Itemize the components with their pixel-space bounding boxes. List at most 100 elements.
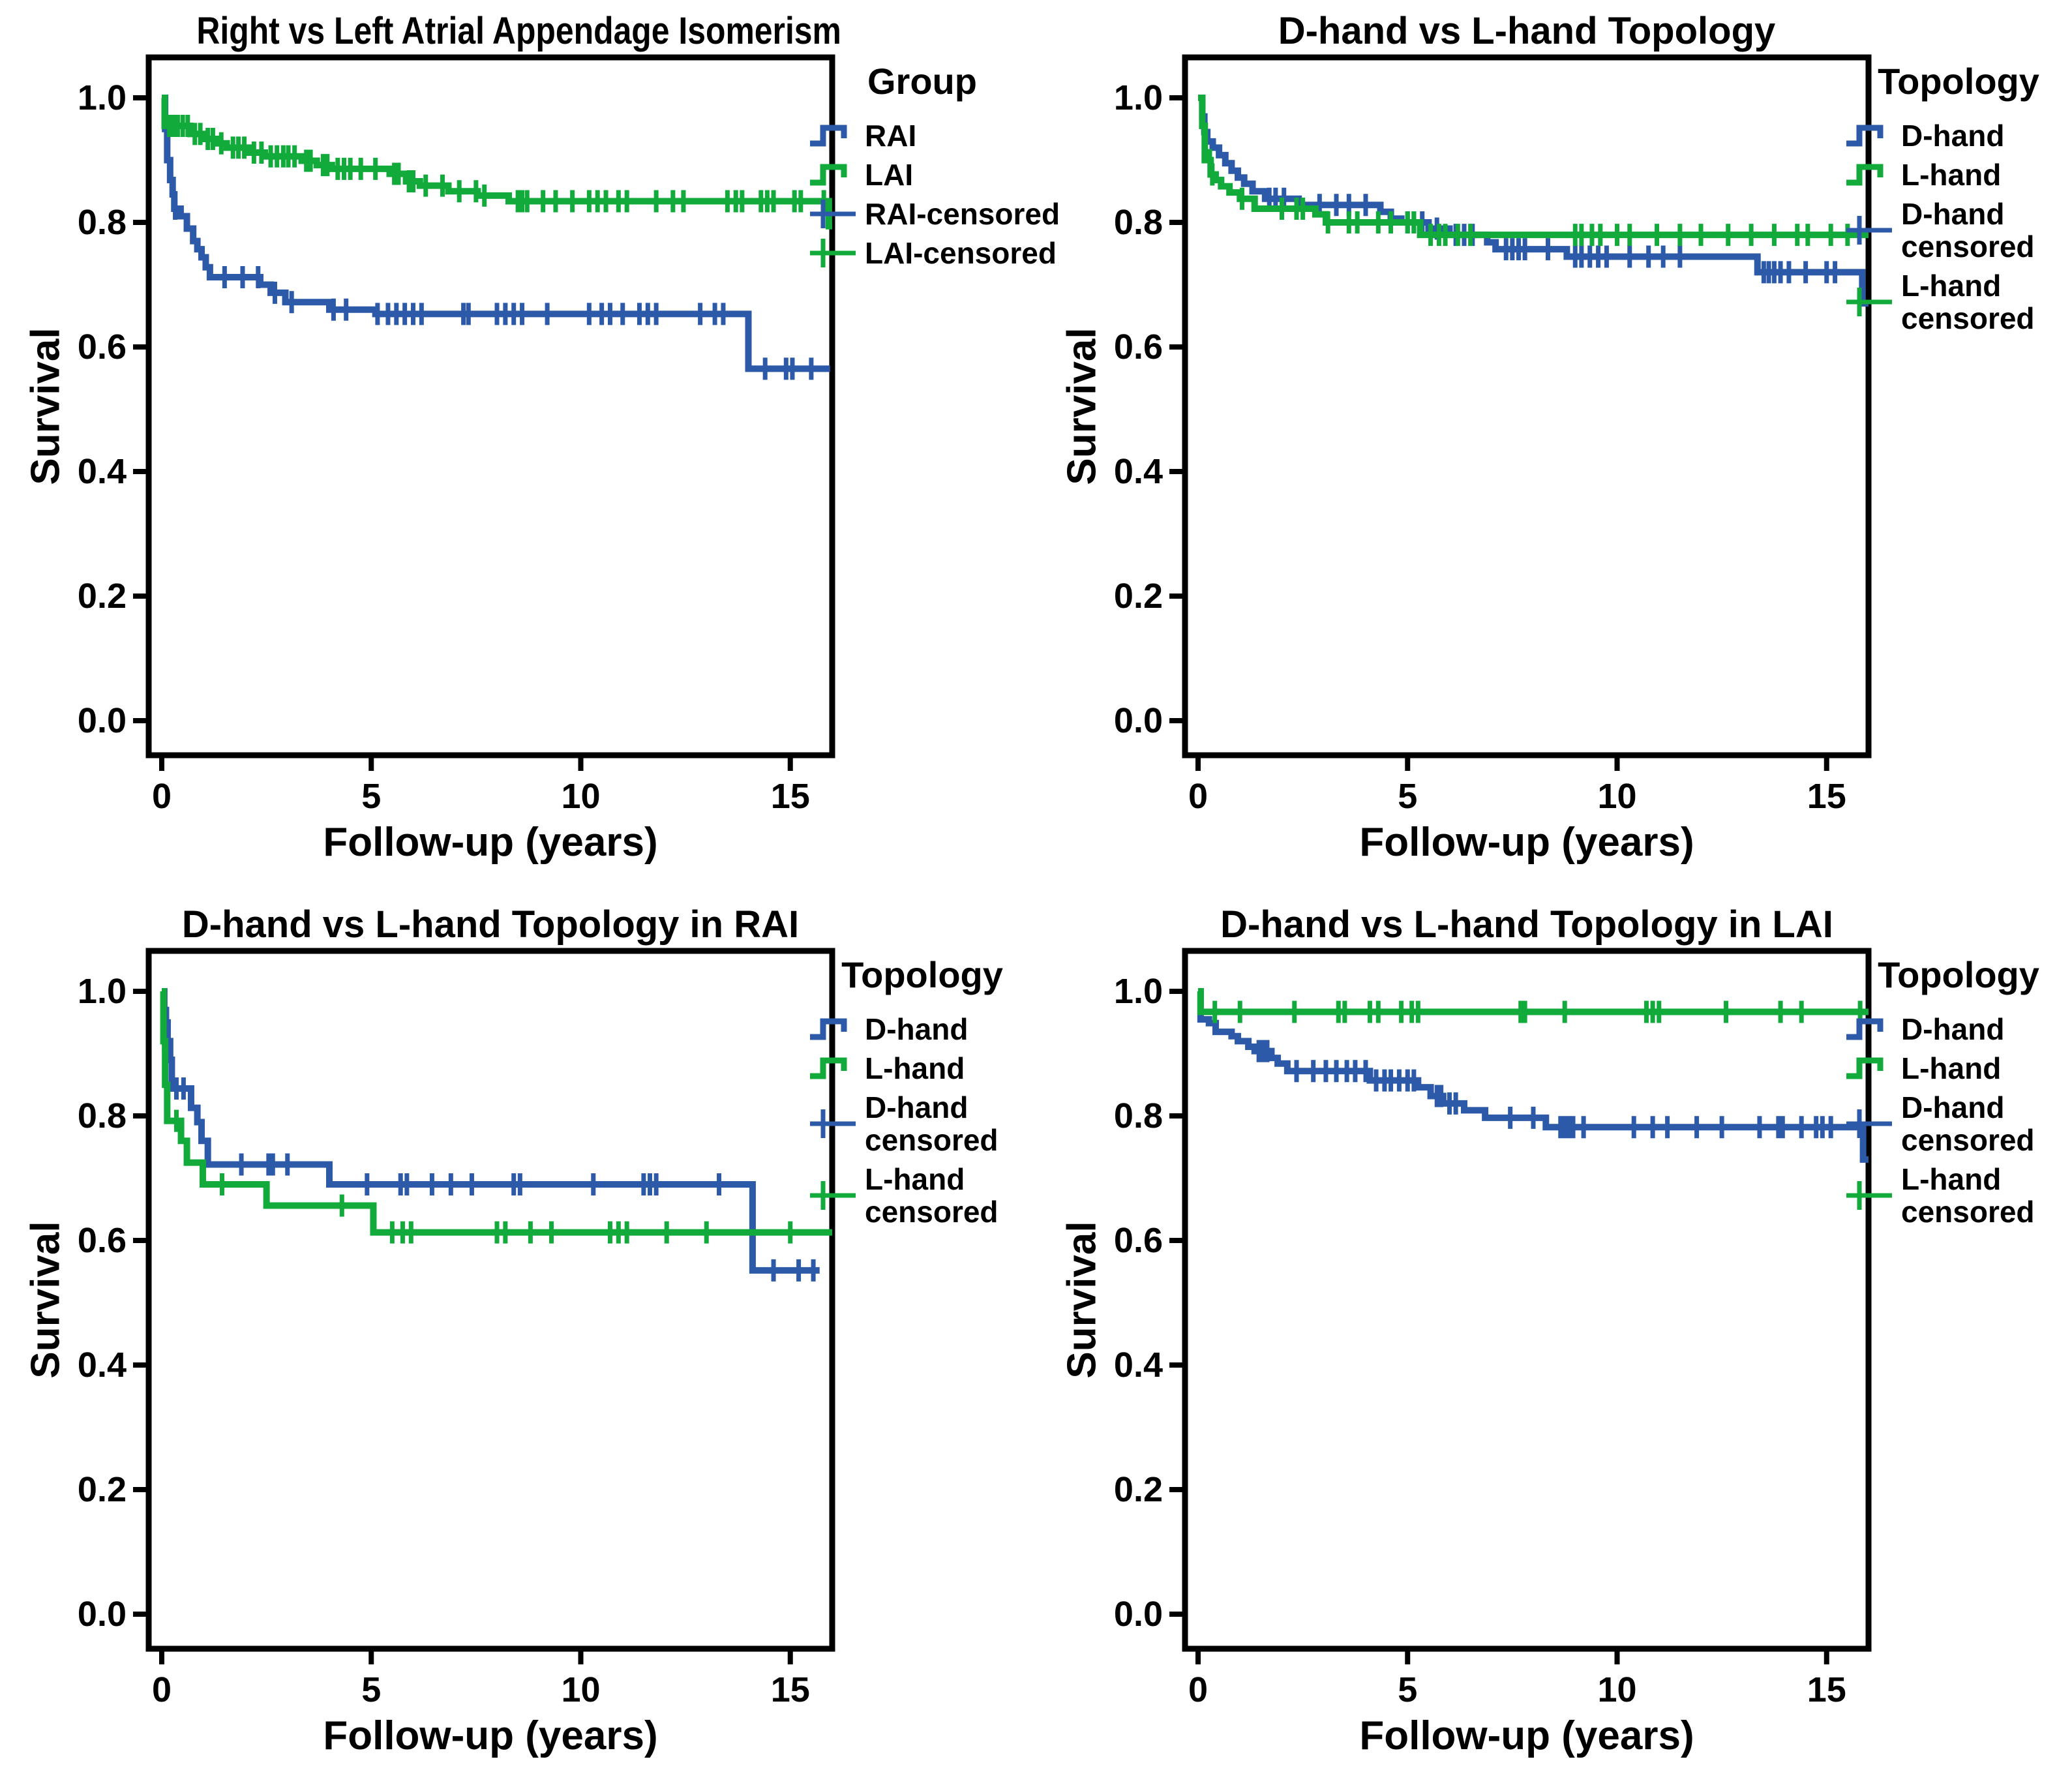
x-tick-label: 10 — [561, 1670, 601, 1709]
x-tick-label: 15 — [1807, 1670, 1846, 1709]
x-axis-label: Follow-up (years) — [1359, 1713, 1694, 1758]
legend-label-line: LAI-censored — [865, 236, 1057, 270]
legend-item: LAI-censored — [809, 237, 1057, 269]
step-line-icon — [810, 1018, 847, 1040]
step-line-icon — [1846, 1057, 1884, 1079]
censor-plus-icon — [810, 239, 856, 267]
legend-label: D-hand censored — [865, 1091, 998, 1156]
legend: Topology D-hand L-hand D-hand censored L-han… — [1845, 60, 2072, 341]
survival-curve-l-hand — [1197, 988, 1869, 1015]
step-line-icon — [1846, 1018, 1884, 1040]
legend-item: D-hand censored — [1845, 198, 2072, 263]
legend-label-line: D-hand — [865, 1012, 968, 1046]
y-tick-label: 0.8 — [77, 1096, 127, 1135]
legend-label-line: L-hand — [865, 1051, 965, 1085]
y-tick-label: 0.8 — [1113, 1096, 1163, 1135]
censor-plus-icon — [810, 1181, 856, 1210]
y-tick-label: 0.0 — [77, 1595, 127, 1634]
x-tick-label: 0 — [151, 777, 172, 816]
plot-box — [145, 948, 835, 1652]
step-line-icon — [1846, 164, 1884, 186]
x-tick-label: 15 — [770, 777, 810, 816]
legend-title: Topology — [1878, 954, 2039, 995]
legend-item: D-hand — [1845, 1013, 2072, 1045]
legend-label: LAI — [865, 158, 913, 191]
legend-label-line: censored — [1901, 301, 2035, 335]
censor-plus-icon — [1846, 1181, 1892, 1210]
panel-topology-in-lai: D-hand vs L-hand Topology in LAI Surviva… — [1036, 894, 2072, 1787]
y-tick-label: 0.6 — [1113, 1221, 1163, 1260]
legend-item: L-hand — [809, 1052, 1036, 1085]
legend-label-line: LAI — [865, 158, 914, 192]
x-tick-label: 15 — [1807, 777, 1846, 816]
legend-title: Group — [867, 61, 977, 102]
legend-label: L-hand censored — [1901, 269, 2035, 335]
x-tick-label: 5 — [1398, 1670, 1418, 1709]
legend-item: L-hand censored — [1845, 269, 2072, 335]
legend-label: D-hand censored — [1901, 1091, 2035, 1156]
legend-item: L-hand — [1845, 1052, 2072, 1085]
survival-plot — [1169, 948, 1872, 1664]
legend-label: D-hand censored — [1901, 198, 2035, 263]
panel-title: D-hand vs L-hand Topology in RAI — [181, 903, 800, 946]
legend-title: Topology — [841, 954, 1003, 995]
x-tick-label: 0 — [1188, 777, 1209, 816]
x-tick-label: 0 — [151, 1670, 172, 1709]
x-tick-label: 10 — [561, 777, 601, 816]
censor-plus-icon — [1846, 288, 1892, 316]
y-tick-label: 0.2 — [77, 577, 127, 616]
x-axis-label: Follow-up (years) — [323, 1713, 658, 1758]
legend-label: RAI-censored — [865, 198, 1060, 230]
y-tick-label: 0.8 — [77, 203, 127, 242]
legend-label-line: L-hand — [1901, 158, 2002, 192]
survival-plot — [133, 948, 835, 1664]
x-axis-label: Follow-up (years) — [323, 820, 658, 865]
x-tick-label: 10 — [1597, 777, 1637, 816]
legend: Topology D-hand L-hand D-hand censored L-han… — [1845, 954, 2072, 1235]
legend-label-line: L-hand — [1901, 1051, 2002, 1085]
panel-rai-vs-lai: Right vs Left Atrial Appendage Isomerism… — [0, 0, 1060, 894]
x-tick-label: 0 — [1188, 1670, 1209, 1709]
legend-item: L-hand censored — [809, 1163, 1036, 1228]
censor-plus-icon — [1846, 1109, 1892, 1138]
legend-label-line: censored — [865, 1123, 998, 1157]
survival-curve-d-hand — [160, 988, 820, 1274]
legend-label-line: D-hand — [865, 1090, 968, 1124]
panel-title: D-hand vs L-hand Topology in LAI — [1220, 903, 1833, 946]
legend-label-line: L-hand — [1901, 269, 2002, 303]
legend-label: L-hand censored — [865, 1163, 998, 1228]
legend-item: D-hand censored — [1845, 1091, 2072, 1156]
legend-label: L-hand — [1901, 1052, 2001, 1085]
legend-label-line: D-hand — [1901, 197, 2005, 231]
legend-label: D-hand — [1901, 119, 2004, 152]
legend-label-line: censored — [1901, 230, 2035, 263]
legend-label-line: censored — [865, 1195, 998, 1229]
step-line-icon — [810, 125, 847, 147]
legend: Topology D-hand L-hand D-hand censored L-han… — [809, 954, 1036, 1235]
legend-item: L-hand censored — [1845, 1163, 2072, 1228]
legend-item: L-hand — [1845, 158, 2072, 191]
legend-label-line: L-hand — [865, 1162, 965, 1196]
y-tick-label: 0.6 — [77, 1221, 127, 1260]
legend-label: D-hand — [865, 1013, 968, 1045]
survival-plot — [1169, 54, 1872, 771]
legend-item: D-hand censored — [809, 1091, 1036, 1156]
legend-label: RAI — [865, 119, 916, 152]
y-tick-label: 0.4 — [77, 452, 127, 491]
legend-label-line: D-hand — [1901, 119, 2005, 153]
legend-label: LAI-censored — [865, 237, 1057, 269]
y-tick-label: 0.6 — [77, 327, 127, 367]
panel-title: D-hand vs L-hand Topology — [1278, 10, 1776, 52]
plot-box — [1182, 54, 1872, 758]
legend-item: D-hand — [1845, 119, 2072, 152]
y-tick-label: 0.8 — [1113, 203, 1163, 242]
step-line-icon — [810, 1057, 847, 1079]
y-tick-label: 0.4 — [1113, 452, 1163, 491]
x-tick-label: 5 — [361, 1670, 382, 1709]
legend-label: L-hand censored — [1901, 1163, 2035, 1228]
legend-title: Topology — [1878, 61, 2039, 102]
legend-label: L-hand — [1901, 158, 2001, 191]
censor-plus-icon — [810, 200, 856, 228]
x-tick-label: 5 — [361, 777, 382, 816]
